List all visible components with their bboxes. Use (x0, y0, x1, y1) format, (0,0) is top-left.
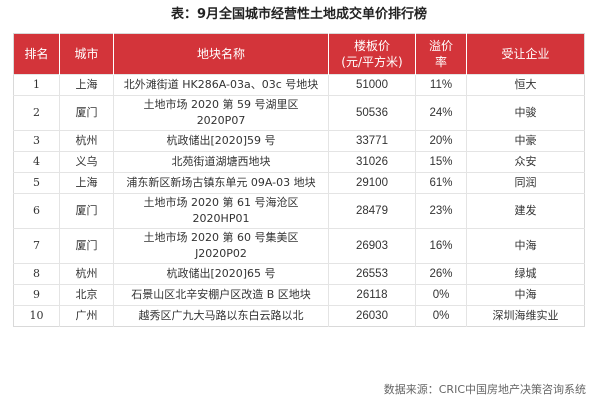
cell-premium: 15% (415, 151, 467, 173)
cell-plot: 杭政储出[2020]59 号 (113, 130, 329, 152)
cell-buyer: 众安 (466, 151, 585, 173)
cell-plot: 北外滩街道 HK286A-03a、03c 号地块 (113, 74, 329, 96)
cell-plot-line1: 土地市场 2020 第 59 号湖里区 (143, 98, 299, 111)
cell-buyer: 中海 (466, 284, 585, 306)
cell-plot-line1: 浦东新区新场古镇东单元 09A-03 地块 (126, 176, 316, 189)
cell-rank: 7 (13, 228, 60, 264)
cell-city: 广州 (59, 305, 114, 327)
table-row: 10 广州 越秀区广九大马路以东白云路以北 26030 0% 深圳海维实业 (13, 305, 585, 327)
header-premium-line2: 率 (434, 55, 447, 69)
table-header-row: 排名 城市 地块名称 楼板价 (元/平方米) 溢价 率 受让企业 (13, 33, 585, 75)
cell-city: 厦门 (59, 228, 114, 264)
cell-rank: 2 (13, 95, 60, 131)
table-title: 表：9月全国城市经营性土地成交单价排行榜 (170, 7, 428, 22)
cell-rank: 9 (13, 284, 60, 306)
cell-plot: 土地市场 2020 第 61 号海沧区 2020HP01 (113, 193, 329, 229)
cell-rank: 8 (13, 263, 60, 285)
cell-rank: 4 (13, 151, 60, 173)
cell-buyer: 绿城 (466, 263, 585, 285)
cell-price: 29100 (328, 172, 416, 194)
cell-plot: 浦东新区新场古镇东单元 09A-03 地块 (113, 172, 329, 194)
table-row: 5 上海 浦东新区新场古镇东单元 09A-03 地块 29100 61% 同润 (13, 172, 585, 194)
cell-plot-line1: 杭政储出[2020]59 号 (166, 134, 276, 147)
table-row: 8 杭州 杭政储出[2020]65 号 26553 26% 绿城 (13, 263, 585, 285)
cell-plot-line1: 石景山区北辛安棚户区改造 B 区地块 (131, 288, 311, 301)
cell-buyer: 中豪 (466, 130, 585, 152)
cell-rank: 3 (13, 130, 60, 152)
cell-plot: 土地市场 2020 第 60 号集美区 J2020P02 (113, 228, 329, 264)
cell-buyer: 深圳海维实业 (466, 305, 585, 327)
cell-rank: 1 (13, 74, 60, 96)
cell-plot: 土地市场 2020 第 59 号湖里区 2020P07 (113, 95, 329, 131)
cell-premium: 20% (415, 130, 467, 152)
table-row: 9 北京 石景山区北辛安棚户区改造 B 区地块 26118 0% 中海 (13, 284, 585, 306)
header-price: 楼板价 (元/平方米) (328, 33, 416, 75)
cell-plot-line2: 2020P07 (196, 114, 246, 127)
cell-plot-line1: 北外滩街道 HK286A-03a、03c 号地块 (123, 78, 319, 91)
cell-premium: 16% (415, 228, 467, 264)
cell-city: 上海 (59, 74, 114, 96)
cell-plot-line1: 土地市场 2020 第 60 号集美区 (143, 231, 299, 244)
table-row: 7 厦门 土地市场 2020 第 60 号集美区 J2020P02 26903 … (13, 228, 585, 264)
land-price-ranking-table: 排名 城市 地块名称 楼板价 (元/平方米) 溢价 率 受让企业 1 上海 北外… (13, 33, 585, 327)
table-row: 3 杭州 杭政储出[2020]59 号 33771 20% 中豪 (13, 130, 585, 152)
cell-city: 义乌 (59, 151, 114, 173)
data-source-note: 数据来源：CRIC中国房地产决策咨询系统 (383, 383, 586, 396)
cell-price: 31026 (328, 151, 416, 173)
cell-price: 26030 (328, 305, 416, 327)
header-price-line1: 楼板价 (353, 39, 390, 53)
cell-rank: 5 (13, 172, 60, 194)
cell-city: 北京 (59, 284, 114, 306)
cell-city: 杭州 (59, 263, 114, 285)
cell-rank: 10 (13, 305, 60, 327)
cell-premium: 11% (415, 74, 467, 96)
cell-premium: 0% (415, 284, 467, 306)
cell-price: 51000 (328, 74, 416, 96)
cell-buyer: 恒大 (466, 74, 585, 96)
cell-price: 26903 (328, 228, 416, 264)
cell-price: 26553 (328, 263, 416, 285)
cell-premium: 26% (415, 263, 467, 285)
cell-plot: 石景山区北辛安棚户区改造 B 区地块 (113, 284, 329, 306)
cell-plot-line1: 北苑街道湖塘西地块 (171, 155, 271, 168)
cell-city: 杭州 (59, 130, 114, 152)
cell-plot-line1: 越秀区广九大马路以东白云路以北 (138, 309, 304, 322)
cell-buyer: 建发 (466, 193, 585, 229)
cell-premium: 0% (415, 305, 467, 327)
cell-price: 26118 (328, 284, 416, 306)
header-rank: 排名 (13, 33, 60, 75)
cell-buyer: 同润 (466, 172, 585, 194)
header-city: 城市 (59, 33, 114, 75)
cell-plot-line1: 杭政储出[2020]65 号 (166, 267, 276, 280)
cell-city: 厦门 (59, 193, 114, 229)
cell-rank: 6 (13, 193, 60, 229)
cell-premium: 24% (415, 95, 467, 131)
table-row: 2 厦门 土地市场 2020 第 59 号湖里区 2020P07 50536 2… (13, 95, 585, 131)
cell-plot: 北苑街道湖塘西地块 (113, 151, 329, 173)
cell-city: 厦门 (59, 95, 114, 131)
cell-plot: 越秀区广九大马路以东白云路以北 (113, 305, 329, 327)
cell-price: 33771 (328, 130, 416, 152)
header-buyer: 受让企业 (466, 33, 585, 75)
cell-price: 28479 (328, 193, 416, 229)
table-row: 4 义乌 北苑街道湖塘西地块 31026 15% 众安 (13, 151, 585, 173)
cell-buyer: 中骏 (466, 95, 585, 131)
header-premium: 溢价 率 (415, 33, 467, 75)
table-row: 6 厦门 土地市场 2020 第 61 号海沧区 2020HP01 28479 … (13, 193, 585, 229)
cell-plot-line1: 土地市场 2020 第 61 号海沧区 (143, 196, 299, 209)
cell-city: 上海 (59, 172, 114, 194)
cell-buyer: 中海 (466, 228, 585, 264)
header-plot: 地块名称 (113, 33, 329, 75)
header-premium-line1: 溢价 (428, 39, 453, 53)
header-price-line2: (元/平方米) (341, 55, 403, 69)
table-row: 1 上海 北外滩街道 HK286A-03a、03c 号地块 51000 11% … (13, 74, 585, 96)
cell-plot: 杭政储出[2020]65 号 (113, 263, 329, 285)
cell-price: 50536 (328, 95, 416, 131)
cell-plot-line2: J2020P02 (195, 247, 247, 260)
cell-plot-line2: 2020HP01 (192, 212, 250, 225)
cell-premium: 23% (415, 193, 467, 229)
cell-premium: 61% (415, 172, 467, 194)
